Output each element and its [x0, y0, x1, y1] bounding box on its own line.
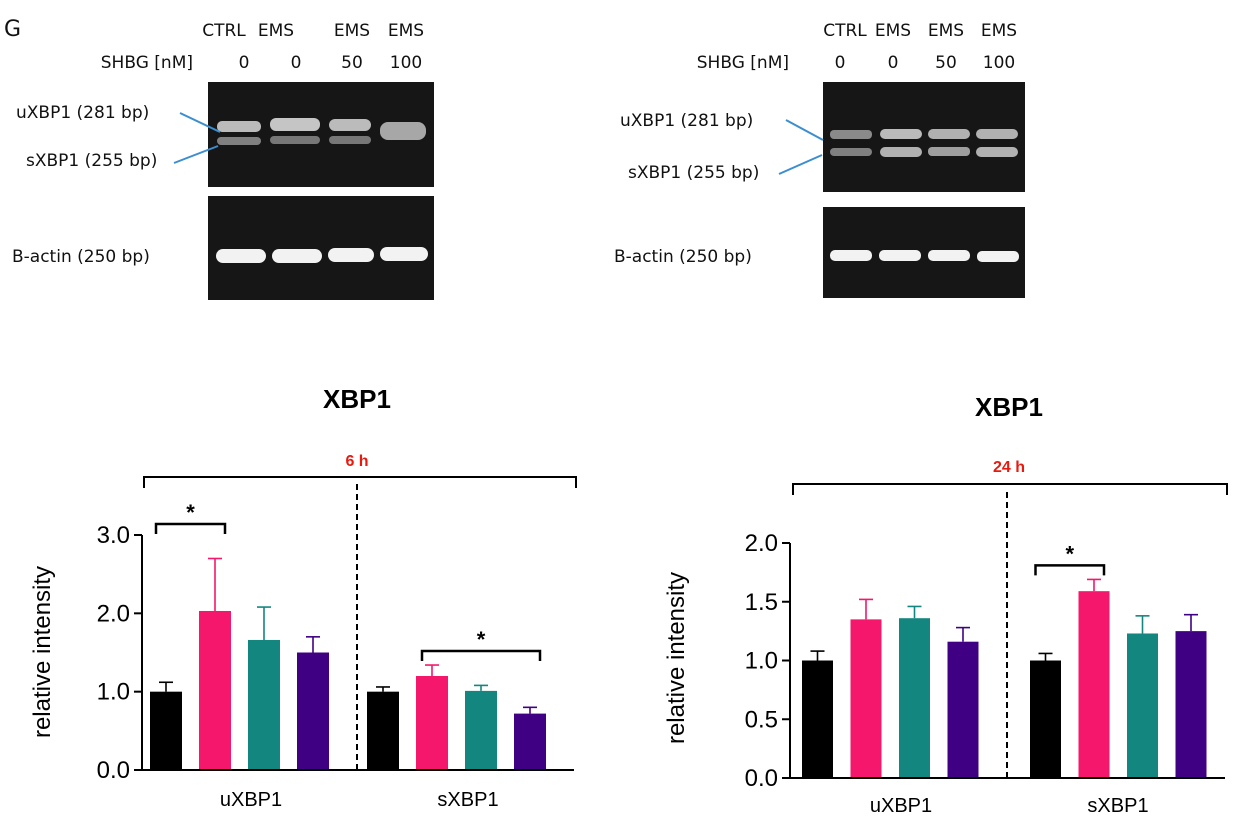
lane-1-conc: 0: [239, 53, 250, 73]
uxbp1-pointer: [179, 112, 221, 133]
uxbp1-pointer: [785, 119, 824, 141]
sxbp1-band-label: sXBP1 (255 bp): [628, 163, 759, 183]
significance-star: *: [1065, 541, 1074, 566]
bar-sXBP1-1: [1078, 591, 1110, 778]
actin-band-label: B-actin (250 bp): [12, 247, 150, 267]
conc-label: SHBG [nM]: [697, 53, 789, 73]
bar-uXBP1-3: [947, 641, 979, 778]
xbp1-gel-bands: [830, 129, 1018, 157]
y-tick-label: 2.0: [97, 600, 130, 627]
lane-1-conc: 0: [835, 53, 846, 73]
bar-sXBP1-3: [514, 713, 546, 770]
bar-uXBP1-2: [248, 639, 280, 770]
significance-bracket: [1034, 564, 1106, 576]
significance-star: *: [186, 500, 195, 525]
actin-band-label: B-actin (250 bp): [614, 247, 752, 267]
bar-sXBP1-2: [465, 690, 497, 770]
y-tick-label: 2.0: [745, 530, 778, 557]
lane-1-treatment: CTRL: [823, 21, 867, 41]
bar-sXBP1-1: [416, 676, 448, 770]
category-label-uxbp1: uXBP1: [220, 789, 282, 811]
bar-uXBP1-1: [199, 610, 231, 770]
conc-label: SHBG [nM]: [101, 53, 193, 73]
y-axis-label: relative intensity: [29, 566, 56, 738]
time-label: 24 h: [993, 459, 1025, 476]
lane-2-conc: 0: [291, 53, 302, 73]
chart-24h: XBP1 24 h relative intensity 0.0 0.5 1.0 1.…: [663, 392, 1228, 817]
y-tick-label: 0.0: [97, 757, 130, 784]
bar-uXBP1-0: [802, 660, 833, 778]
lane-4-treatment: EMS: [388, 21, 424, 41]
significance-star: *: [477, 627, 486, 652]
lane-3-treatment: EMS: [928, 21, 964, 41]
lane-2-conc: 0: [888, 53, 899, 73]
chart-title: XBP1: [323, 384, 391, 414]
chart-title: XBP1: [975, 392, 1043, 422]
sxbp1-pointer: [173, 145, 219, 164]
bar-sXBP1-2: [1127, 633, 1158, 778]
sxbp1-pointer: [778, 154, 823, 175]
lane-4-conc: 100: [983, 53, 1015, 73]
lane-1-treatment: CTRL: [202, 21, 246, 41]
bar-sXBP1-0: [1030, 660, 1061, 778]
uxbp1-band-label: uXBP1 (281 bp): [16, 103, 149, 123]
y-tick-label: 0.0: [745, 765, 778, 792]
bar-sXBP1-3: [1175, 631, 1207, 778]
timepoint-bracket: [792, 483, 1228, 495]
category-label-sxbp1: sXBP1: [1087, 795, 1148, 817]
lane-2-treatment: EMS: [875, 21, 911, 41]
y-axis-label: relative intensity: [663, 572, 690, 744]
sxbp1-band-label: sXBP1 (255 bp): [26, 151, 157, 171]
gel-1: CTRL EMS EMS EMS SHBG [nM] 0 0 50 100 uX…: [12, 21, 434, 300]
bar-uXBP1-1: [850, 619, 882, 778]
lane-2-treatment: EMS: [258, 21, 294, 41]
lane-3-conc: 50: [341, 53, 363, 73]
xbp1-gel-bands: [217, 118, 426, 145]
actin-gel-bands: [830, 250, 1019, 262]
significance-bracket: [420, 649, 542, 662]
y-tick-label: 1.0: [97, 679, 130, 706]
time-label: 6 h: [345, 453, 368, 470]
lane-4-treatment: EMS: [981, 21, 1017, 41]
timepoint-bracket: [143, 476, 577, 488]
y-tick-label: 3.0: [97, 522, 130, 549]
bar-uXBP1-0: [150, 691, 182, 770]
category-label-sxbp1: sXBP1: [437, 789, 498, 811]
y-tick-label: 1.5: [745, 589, 778, 616]
chart-6h: XBP1 6 h relative intensity 0.0 1.0 2.0 3.0…: [29, 384, 577, 811]
uxbp1-band-label: uXBP1 (281 bp): [620, 111, 753, 131]
lane-3-conc: 50: [935, 53, 957, 73]
category-label-uxbp1: uXBP1: [870, 795, 932, 817]
lane-4-conc: 100: [390, 53, 422, 73]
panel-letter: G: [4, 17, 21, 42]
significance-bracket: [154, 522, 227, 534]
gel-2: CTRL EMS EMS EMS SHBG [nM] 0 0 50 100 uX…: [614, 21, 1025, 298]
bar-uXBP1-3: [297, 652, 329, 770]
y-tick-label: 0.5: [745, 706, 778, 733]
bar-sXBP1-0: [367, 691, 399, 770]
bar-uXBP1-2: [899, 618, 930, 778]
actin-gel-bands: [216, 247, 428, 263]
lane-3-treatment: EMS: [334, 21, 370, 41]
y-tick-label: 1.0: [745, 648, 778, 675]
